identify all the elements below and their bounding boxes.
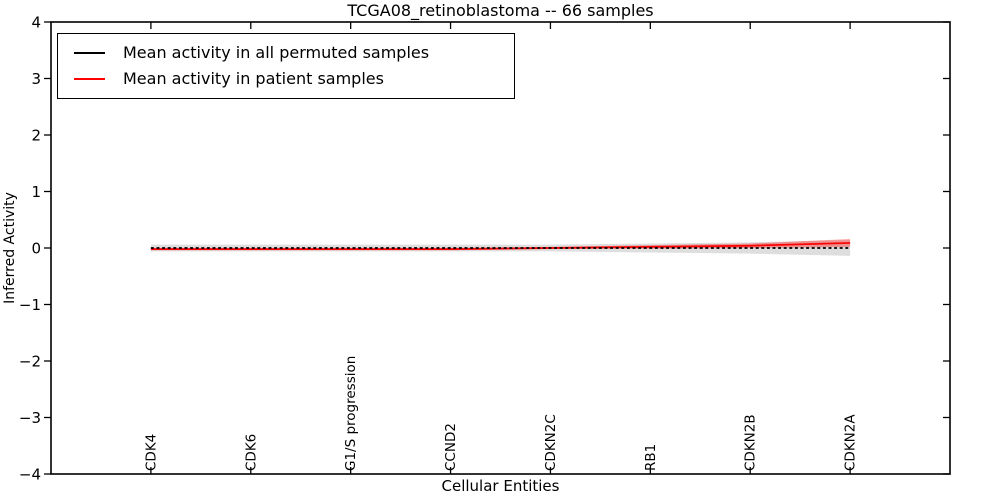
legend-label: Mean activity in all permuted samples xyxy=(123,42,430,62)
x-axis-label: Cellular Entities xyxy=(441,477,560,495)
y-axis-label: Inferred Activity xyxy=(2,192,18,304)
y-tick-label: −1 xyxy=(19,296,41,314)
x-category-label: CDKN2C xyxy=(543,414,559,471)
series-lines xyxy=(150,242,851,250)
y-tick-label: 2 xyxy=(31,127,41,145)
tick-labels: 4 3 2 1 0 −1 −2 −3 −4 CDK4 CDK6 G1/S progression CCN… xyxy=(19,14,859,484)
y-tick-label: 3 xyxy=(31,70,41,88)
y-tick-label: 1 xyxy=(31,183,41,201)
legend-item-patient: Mean activity in patient samples xyxy=(74,71,514,87)
x-category-label: CCND2 xyxy=(443,423,459,471)
chart-title: TCGA08_retinoblastoma -- 66 samples xyxy=(347,1,654,20)
y-tick-label: 0 xyxy=(31,240,41,258)
legend-item-permuted: Mean activity in all permuted samples xyxy=(74,42,514,62)
x-category-label: G1/S progression xyxy=(343,356,359,471)
y-tick-label: −3 xyxy=(19,409,41,427)
x-category-label: RB1 xyxy=(643,444,659,471)
legend-label: Mean activity in patient samples xyxy=(123,69,384,89)
x-category-label: CDKN2B xyxy=(743,414,759,471)
x-category-label: CDKN2A xyxy=(843,414,859,471)
x-category-label: CDK4 xyxy=(143,434,159,471)
legend-line-sample-black xyxy=(74,51,105,54)
y-tick-label: −4 xyxy=(19,466,41,484)
x-category-label: CDK6 xyxy=(243,434,259,471)
y-tick-label: −2 xyxy=(19,353,41,371)
legend-line-sample-red xyxy=(74,78,105,81)
legend-box: Mean activity in all permuted samples Me… xyxy=(57,33,515,99)
y-tick-label: 4 xyxy=(31,14,41,32)
axes-frame xyxy=(44,21,951,475)
